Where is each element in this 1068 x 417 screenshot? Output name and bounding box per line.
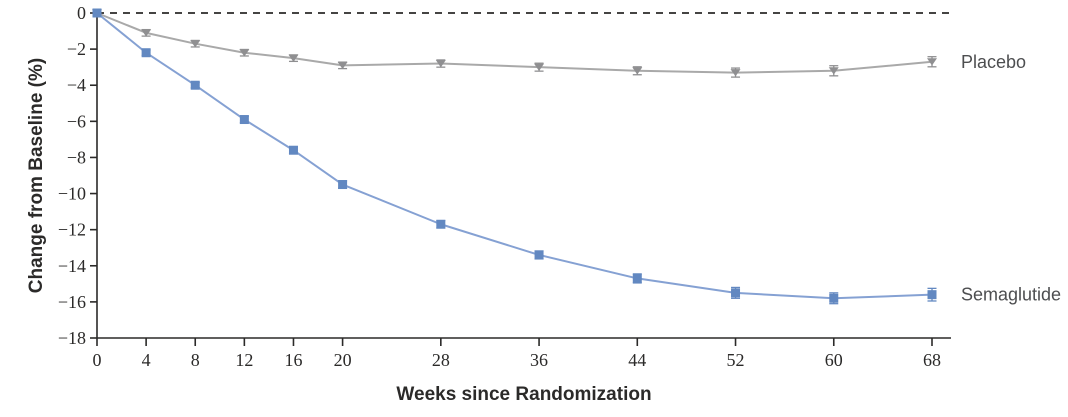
placebo-series-line (96, 12, 933, 74)
x-tick-label: 8 (191, 350, 200, 370)
x-tick-label: 4 (142, 350, 151, 370)
y-tick-label: −10 (58, 184, 86, 204)
semaglutide-series-line (96, 12, 933, 300)
placebo-marker-triangle-down (534, 63, 545, 71)
y-tick-label: −4 (67, 75, 86, 95)
x-tick-label: 68 (923, 350, 941, 370)
x-tick-label: 52 (727, 350, 745, 370)
semaglutide-marker-square (338, 180, 348, 190)
series-label-placebo: Placebo (961, 52, 1026, 72)
x-tick-label: 12 (235, 350, 253, 370)
x-tick-label: 60 (825, 350, 843, 370)
y-tick-label: −16 (58, 292, 86, 312)
semaglutide-marker-square (141, 48, 151, 58)
placebo-marker-triangle-down (828, 67, 839, 75)
placebo-marker-triangle-down (927, 58, 937, 66)
y-tick-label: −18 (58, 328, 86, 348)
y-axis-title: Change from Baseline (%) (26, 58, 47, 293)
y-tick-label: −12 (58, 220, 86, 240)
placebo-marker-triangle-down (730, 69, 741, 77)
x-tick-label: 28 (432, 350, 450, 370)
semaglutide-marker-square (288, 145, 298, 155)
x-axis-title: Weeks since Randomization (396, 384, 651, 405)
placebo-marker-triangle-down (190, 40, 201, 48)
semaglutide-marker-square (829, 293, 839, 303)
series-label-semaglutide: Semaglutide (961, 285, 1061, 305)
semaglutide-marker-square (731, 288, 741, 298)
x-tick-label: 0 (93, 350, 102, 370)
semaglutide-marker-square (92, 8, 102, 18)
semaglutide-marker-square (927, 290, 937, 300)
placebo-marker-triangle-down (435, 60, 446, 68)
y-tick-label: −2 (67, 39, 86, 59)
placebo-marker-triangle-down (141, 29, 152, 37)
semaglutide-marker-square (632, 273, 642, 283)
y-tick-label: −8 (67, 147, 86, 167)
y-tick-label: 0 (77, 3, 86, 23)
semaglutide-marker-square (239, 115, 249, 125)
semaglutide-marker-square (534, 250, 544, 260)
placebo-marker-triangle-down (337, 61, 348, 70)
x-tick-label: 16 (284, 350, 302, 370)
y-tick-label: −6 (67, 111, 86, 131)
y-tick-label: −14 (58, 256, 86, 276)
x-tick-label: 44 (628, 350, 646, 370)
semaglutide-marker-square (436, 219, 446, 229)
x-tick-label: 36 (530, 350, 548, 370)
semaglutide-marker-square (190, 80, 200, 90)
x-tick-label: 20 (334, 350, 352, 370)
placebo-marker-triangle-down (632, 67, 643, 75)
placebo-marker-triangle-down (288, 54, 299, 62)
placebo-marker-triangle-down (239, 49, 250, 57)
